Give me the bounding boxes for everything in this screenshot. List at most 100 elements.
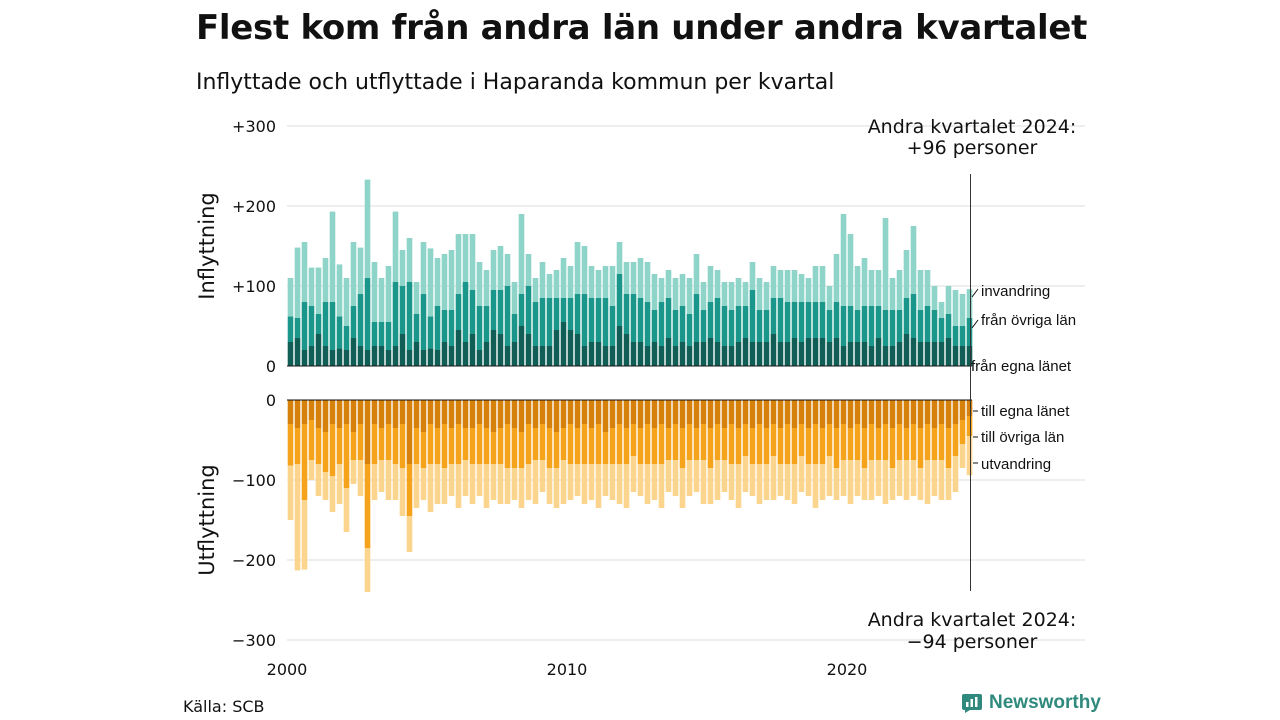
outflow-bar-1 (651, 428, 658, 464)
inflow-bar-2 (343, 278, 350, 326)
outflow-bar-0 (329, 400, 336, 424)
inflow-bar-1 (798, 302, 805, 342)
outflow-bar-1 (756, 424, 763, 464)
outflow-bar-1 (721, 428, 728, 460)
inflow-bar-1 (896, 310, 903, 342)
brand-logo: Newsworthy (961, 692, 1101, 714)
inflow-bar-0 (770, 334, 777, 366)
outflow-bar-1 (588, 428, 595, 464)
inflow-bar-0 (560, 322, 567, 366)
outflow-bar-0 (448, 400, 455, 428)
outflow-bar-0 (378, 400, 385, 428)
inflow-bar-2 (455, 234, 462, 294)
inflow-bar-0 (889, 346, 896, 366)
outflow-bar-0 (490, 400, 497, 432)
outflow-bar-0 (574, 400, 581, 428)
outflow-bar-0 (896, 400, 903, 424)
inflow-bar-1 (497, 290, 504, 334)
inflow-bar-0 (805, 338, 812, 366)
outflow-bar-0 (595, 400, 602, 424)
outflow-bar-1 (903, 428, 910, 460)
y-tick-label: +300 (232, 117, 276, 136)
inflow-bar-0 (546, 346, 553, 366)
outflow-bar-0 (322, 400, 329, 432)
outflow-bar-0 (721, 400, 728, 428)
outflow-bar-0 (903, 400, 910, 428)
inflow-bar-2 (399, 250, 406, 286)
inflow-bar-1 (448, 310, 455, 346)
inflow-bar-0 (735, 342, 742, 366)
outflow-bar-2 (721, 460, 728, 492)
outflow-bar-2 (847, 460, 854, 504)
inflow-bar-2 (861, 258, 868, 306)
inflow-bar-1 (875, 306, 882, 338)
outflow-bar-2 (546, 468, 553, 504)
inflow-bar-2 (966, 289, 973, 318)
outflow-bar-2 (623, 464, 630, 508)
outflow-bar-1 (315, 428, 322, 464)
outflow-bar-1 (490, 432, 497, 464)
outflow-bar-2 (322, 472, 329, 500)
inflow-bar-0 (406, 350, 413, 366)
outflow-bar-1 (938, 424, 945, 460)
outflow-bar-1 (959, 420, 966, 444)
outflow-bar-1 (868, 424, 875, 460)
inflow-bar-1 (686, 314, 693, 346)
inflow-bar-2 (406, 238, 413, 282)
inflow-bar-0 (826, 342, 833, 366)
outflow-bar-2 (770, 456, 777, 500)
inflow-bar-0 (322, 346, 329, 366)
outflow-bar-2 (399, 468, 406, 516)
outflow-bar-0 (924, 400, 931, 424)
outflow-bar-1 (854, 424, 861, 460)
inflow-bar-1 (826, 310, 833, 342)
inflow-bar-1 (840, 306, 847, 346)
inflow-bar-2 (308, 267, 315, 306)
outflow-bar-0 (707, 400, 714, 428)
outflow-bar-0 (910, 400, 917, 424)
outflow-bar-2 (938, 460, 945, 500)
inflow-bar-0 (497, 334, 504, 366)
outflow-bar-0 (686, 400, 693, 424)
inflow-bar-0 (658, 346, 665, 366)
inflow-bar-1 (616, 274, 623, 326)
outflow-bar-2 (658, 464, 665, 508)
outflow-bar-0 (875, 400, 882, 428)
inflow-bar-1 (532, 302, 539, 346)
outflow-bar-0 (777, 400, 784, 428)
outflow-bar-0 (392, 400, 399, 428)
outflow-bar-2 (777, 464, 784, 496)
outflow-bar-1 (406, 464, 413, 516)
inflow-bar-0 (504, 346, 511, 366)
inflow-bar-0 (602, 346, 609, 366)
outflow-bar-0 (651, 400, 658, 428)
outflow-bar-1 (567, 424, 574, 464)
outflow-bar-2 (763, 464, 770, 500)
outflow-bar-1 (630, 424, 637, 456)
inflow-bar-1 (490, 290, 497, 330)
inflow-bar-1 (469, 290, 476, 334)
inflow-bar-2 (686, 278, 693, 314)
outflow-bar-2 (406, 516, 413, 552)
inflow-bar-0 (336, 348, 343, 366)
outflow-bar-1 (784, 424, 791, 464)
inflow-annotation-line2: +96 personer (907, 137, 1038, 159)
inflow-bar-2 (448, 250, 455, 310)
outflow-bar-0 (616, 400, 623, 424)
inflow-bar-0 (784, 342, 791, 366)
outflow-bar-0 (588, 400, 595, 428)
inflow-bar-2 (714, 270, 721, 298)
outflow-bar-2 (336, 464, 343, 504)
outflow-bar-2 (553, 468, 560, 508)
inflow-bar-2 (644, 262, 651, 302)
inflow-bar-2 (945, 286, 952, 314)
tick-labels: +300 +200 +100 0 0 −100 −200 −300 2000 2010 2020 (232, 117, 867, 679)
inflow-bar-2 (497, 246, 504, 290)
outflow-bar-1 (385, 424, 392, 460)
outflow-bar-0 (434, 400, 441, 428)
inflow-bar-1 (847, 306, 854, 342)
outflow-bar-0 (294, 400, 301, 428)
inflow-bar-0 (294, 338, 301, 366)
outflow-bar-0 (966, 400, 973, 416)
inflow-bar-1 (581, 294, 588, 346)
